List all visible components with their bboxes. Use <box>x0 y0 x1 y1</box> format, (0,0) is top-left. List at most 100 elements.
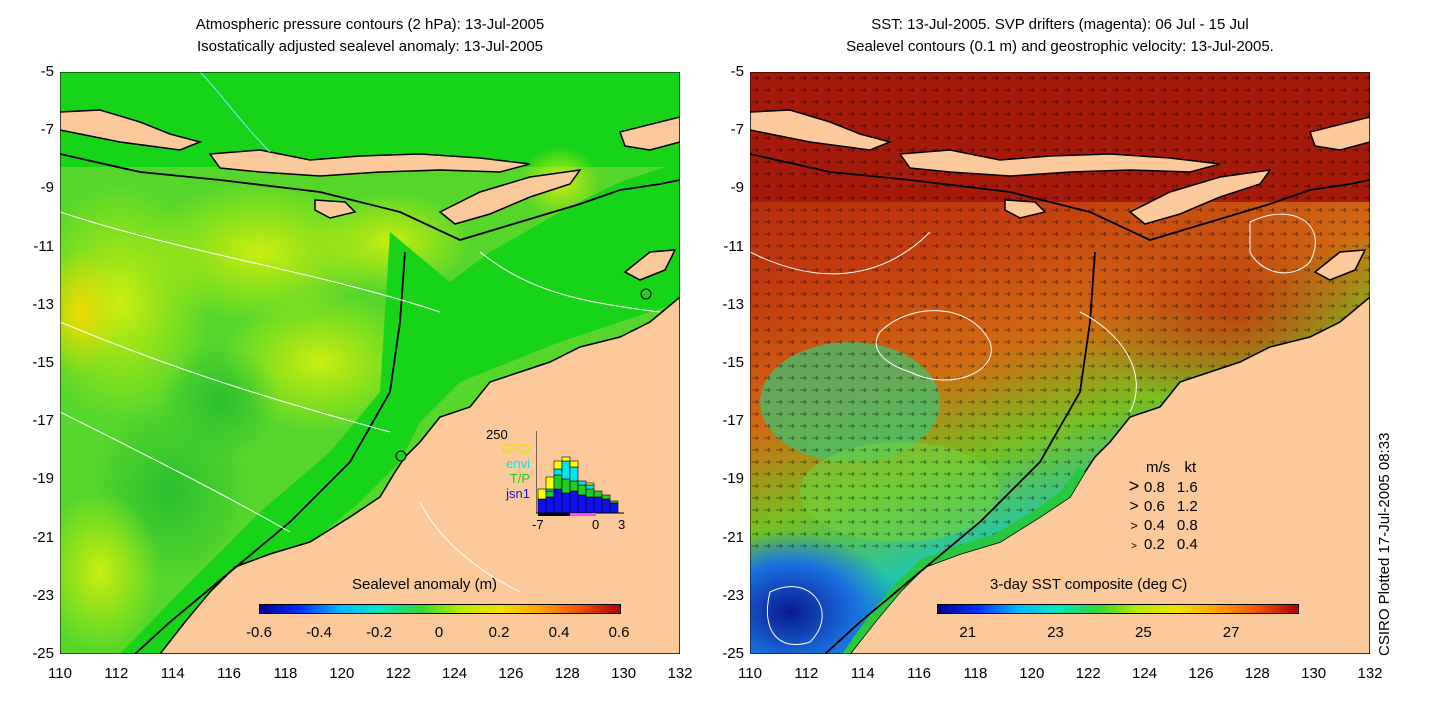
north-sea-band <box>60 72 680 167</box>
velocity-kt-value: 0.4 <box>1176 536 1198 553</box>
histogram-bar <box>561 492 571 514</box>
island-chain <box>208 149 531 177</box>
island-north-right <box>619 116 680 151</box>
right-xtick: 122 <box>1075 665 1101 682</box>
left-colorbar-tick: -0.4 <box>306 624 332 641</box>
island-east <box>1313 249 1367 281</box>
right-title-line1: SST: 13-Jul-2005. SVP drifters (magenta)… <box>871 16 1249 33</box>
left-xtick: 116 <box>217 665 242 682</box>
velocity-legend: m/s kt >0.8 1.6 >0.6 1.2 >0.4 0.8 >0.2 0.4 <box>1124 458 1244 556</box>
inset-xtick: 0 <box>592 517 600 532</box>
histogram-bar <box>593 496 603 514</box>
right-ytick: -19 <box>722 470 744 488</box>
left-ytick: -13 <box>32 295 54 313</box>
right-xtick: 112 <box>794 665 819 682</box>
right-title: SST: 13-Jul-2005. SVP drifters (magenta)… <box>750 14 1370 58</box>
velocity-legend-header: m/s kt <box>1124 458 1244 477</box>
right-colorbar <box>937 604 1299 614</box>
left-ytick: -11 <box>33 237 54 255</box>
left-ytick: -15 <box>32 354 54 371</box>
velocity-ms-value: 0.6 <box>1144 498 1165 515</box>
left-colorbar-tick: -0.2 <box>366 624 392 641</box>
left-xtick: 112 <box>104 665 129 682</box>
island-north-right <box>1309 116 1370 151</box>
histogram-bar <box>561 460 571 480</box>
island-timor <box>1128 169 1272 225</box>
island-java <box>750 109 893 151</box>
right-xtick: 110 <box>738 665 762 682</box>
right-map <box>750 72 1370 654</box>
left-colorbar-label: Sealevel anomaly (m) <box>352 576 498 593</box>
histogram-bar <box>601 494 611 500</box>
station-marker <box>395 450 407 462</box>
histogram-bar <box>577 484 587 496</box>
inset-legend-jsn1: jsn1 <box>506 486 530 501</box>
velocity-ms-value: 0.4 <box>1144 517 1165 534</box>
left-ytick: -25 <box>32 645 54 662</box>
right-colorbar-tick: 27 <box>1222 624 1240 641</box>
right-xtick: 118 <box>963 665 988 682</box>
velocity-arrow-icon: > <box>1128 476 1140 496</box>
island-sumba <box>1004 199 1047 219</box>
histogram-bar <box>561 478 571 494</box>
right-colorbar-label: 3-day SST composite (deg C) <box>990 576 1188 593</box>
inset-xtick: 3 <box>618 517 626 532</box>
histogram-bar <box>553 488 563 514</box>
right-ytick: -21 <box>722 528 744 546</box>
histogram-bar <box>545 476 555 490</box>
shelf-contour <box>60 153 680 654</box>
right-ytick: -25 <box>722 645 744 662</box>
histogram-bar <box>593 490 603 498</box>
velocity-legend-row: >0.4 0.8 <box>1124 516 1244 535</box>
island-chain <box>898 149 1221 177</box>
pressure-contour <box>199 72 271 153</box>
left-title: Atmospheric pressure contours (2 hPa): 1… <box>60 14 680 58</box>
left-xtick: 118 <box>273 665 298 682</box>
histogram-bar <box>569 466 579 482</box>
left-ytick: -17 <box>32 412 54 430</box>
histogram-bar <box>569 460 579 468</box>
histogram-bar <box>537 488 547 500</box>
right-ytick: -17 <box>722 412 744 430</box>
left-xtick: 126 <box>498 665 524 682</box>
velocity-arrow-icon: > <box>1129 498 1139 515</box>
sealevel-contour <box>875 310 992 381</box>
inset-xtick: -7 <box>532 517 544 532</box>
histogram-bar <box>601 498 611 514</box>
histogram-bar <box>585 496 595 514</box>
velocity-arrow-icon: > <box>1131 541 1137 552</box>
velocity-ms-value: 0.8 <box>1144 479 1165 496</box>
right-ytick: -15 <box>722 354 744 371</box>
left-xtick: 128 <box>554 665 580 682</box>
pressure-contour <box>60 411 291 533</box>
right-colorbar-tick: 25 <box>1134 624 1152 641</box>
right-ytick: -7 <box>730 121 744 139</box>
right-xtick: 116 <box>907 665 932 682</box>
left-xtick: 114 <box>160 665 185 682</box>
right-xtick: 132 <box>1357 665 1383 682</box>
inset-bars <box>536 431 624 516</box>
right-xtick: 120 <box>1019 665 1045 682</box>
left-xtick: 110 <box>48 665 72 682</box>
left-ytick: -7 <box>40 121 54 139</box>
velocity-legend-row: >0.8 1.6 <box>1124 477 1244 497</box>
left-xtick: 130 <box>611 665 637 682</box>
left-ytick: -5 <box>40 63 54 80</box>
sealevel-contour <box>1249 213 1316 274</box>
left-colorbar-tick: 0.4 <box>548 624 570 641</box>
left-xtick: 120 <box>329 665 355 682</box>
right-xtick: 126 <box>1188 665 1214 682</box>
plot-credit: CSIRO Plotted 17-Jul-2005 08:33 <box>1376 432 1393 656</box>
left-colorbar-tick: 0.2 <box>488 624 510 641</box>
right-ytick: -13 <box>722 295 744 313</box>
histogram-bar <box>553 460 563 470</box>
velocity-kt-value: 0.8 <box>1176 517 1198 534</box>
histogram-bar <box>553 474 563 490</box>
histogram-bar <box>545 496 555 514</box>
velocity-ms-value: 0.2 <box>1144 536 1165 553</box>
inset-legend-gfo: GFO <box>501 441 530 456</box>
left-title-line2: Isostatically adjusted sealevel anomaly:… <box>196 38 544 55</box>
left-xtick: 122 <box>385 665 411 682</box>
left-ytick: -23 <box>32 586 54 604</box>
inset-legend: GFO envi T/P jsn1 <box>480 441 530 501</box>
